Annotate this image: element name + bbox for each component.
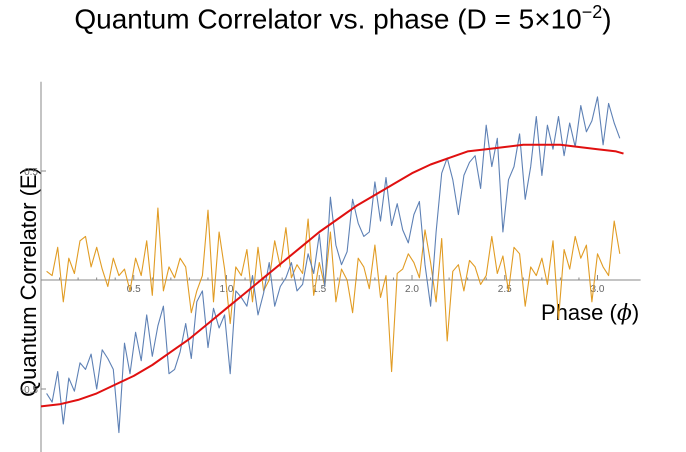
- series-line-theory: [40, 143, 624, 408]
- x-tick-label: 0.5: [127, 284, 141, 295]
- x-axis-label: Phase (ϕ): [541, 300, 640, 326]
- x-tick-label: 3.0: [591, 284, 605, 295]
- series-line-orange: [46, 207, 621, 373]
- x-tick-label: 1.5: [312, 284, 326, 295]
- x-tick-label: 2.0: [405, 284, 419, 295]
- y-tick-label: -0.5: [21, 385, 39, 396]
- x-tick-label: 2.5: [498, 284, 512, 295]
- y-tick-label: 0.5: [24, 167, 38, 178]
- chart-title: Quantum Correlator vs. phase (D = 5×10−2…: [74, 2, 612, 35]
